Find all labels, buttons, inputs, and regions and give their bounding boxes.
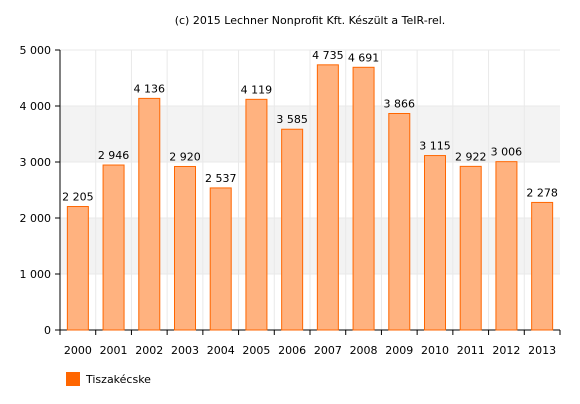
bar xyxy=(245,98,268,331)
x-tick-label: 2009 xyxy=(385,344,413,357)
y-tick-label: 5 000 xyxy=(20,44,52,57)
x-tick-label: 2003 xyxy=(171,344,199,357)
x-tick-label: 2008 xyxy=(350,344,378,357)
x-tick-label: 2004 xyxy=(207,344,235,357)
x-tick-label: 2011 xyxy=(457,344,485,357)
x-tick-label: 2007 xyxy=(314,344,342,357)
data-label: 2 920 xyxy=(169,150,201,163)
legend-label: Tiszakécske xyxy=(86,372,151,386)
legend-swatch xyxy=(66,372,80,386)
x-tick-label: 2010 xyxy=(421,344,449,357)
y-tick-label: 3 000 xyxy=(20,156,52,169)
data-label: 3 115 xyxy=(419,140,451,153)
data-label: 2 946 xyxy=(98,149,130,162)
data-label: 2 205 xyxy=(62,191,94,204)
chart-credit: (c) 2015 Lechner Nonprofit Kft. Készült … xyxy=(174,14,446,27)
data-label: 4 119 xyxy=(241,83,273,96)
data-label: 4 136 xyxy=(134,82,166,95)
chart-legend[interactable]: Tiszakécske xyxy=(66,372,151,386)
x-tick-label: 2012 xyxy=(492,344,520,357)
data-label: 3 006 xyxy=(491,146,523,159)
bar xyxy=(138,97,161,331)
x-tick-label: 2001 xyxy=(100,344,128,357)
bar xyxy=(209,187,232,331)
data-label: 2 278 xyxy=(526,186,558,199)
x-tick-label: 2002 xyxy=(135,344,163,357)
y-tick-label: 0 xyxy=(44,324,51,337)
bar xyxy=(459,165,482,331)
data-label: 3 585 xyxy=(276,113,308,126)
data-label: 2 537 xyxy=(205,172,237,185)
bar xyxy=(281,128,304,331)
x-tick-label: 2006 xyxy=(278,344,306,357)
data-label: 3 866 xyxy=(384,98,416,111)
bar xyxy=(352,66,375,331)
x-tick-label: 2000 xyxy=(64,344,92,357)
bar xyxy=(66,206,89,331)
bar xyxy=(388,113,411,331)
y-tick-label: 1 000 xyxy=(20,268,52,281)
bar xyxy=(174,165,196,331)
x-tick-label: 2005 xyxy=(242,344,270,357)
bar xyxy=(102,164,125,331)
data-label: 2 922 xyxy=(455,150,487,163)
bar xyxy=(531,201,554,331)
bar xyxy=(316,64,339,331)
data-label: 4 691 xyxy=(348,51,380,64)
bar xyxy=(495,161,518,331)
y-tick-label: 2 000 xyxy=(20,212,52,225)
data-label: 4 735 xyxy=(312,49,344,62)
y-tick-label: 4 000 xyxy=(20,100,52,113)
bar xyxy=(424,155,446,331)
x-tick-label: 2013 xyxy=(528,344,556,357)
